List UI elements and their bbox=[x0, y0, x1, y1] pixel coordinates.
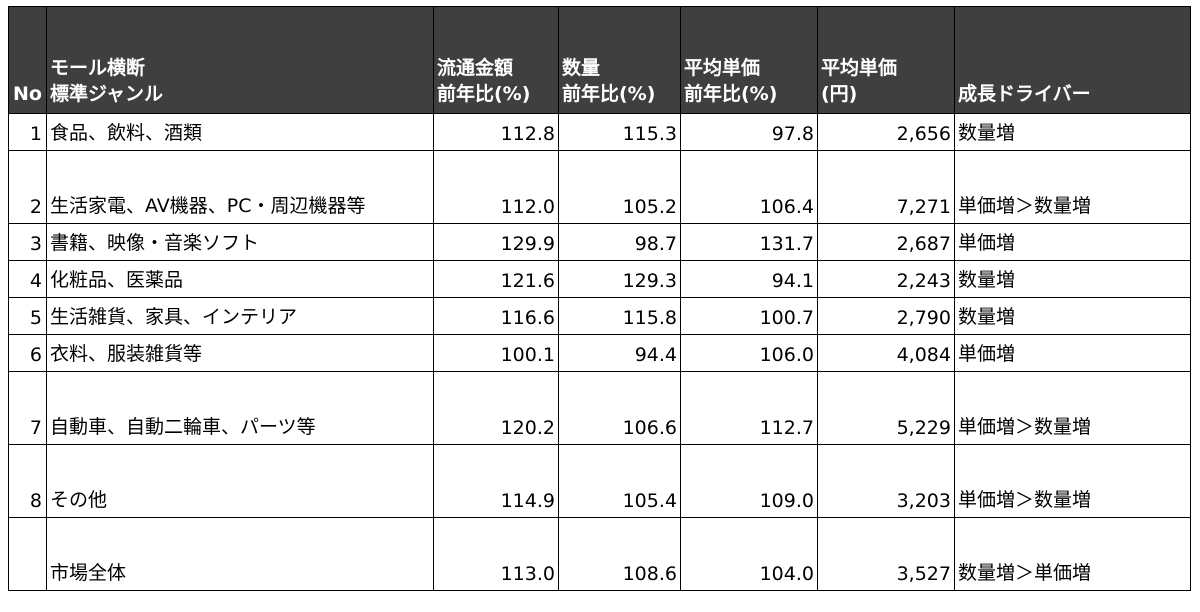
table-row: 2 生活家電、AV機器、PC・周辺機器等 112.0 105.2 106.4 7… bbox=[8, 150, 1191, 224]
row-gmv: 116.6 bbox=[433, 297, 559, 335]
row-gmv: 112.0 bbox=[433, 150, 559, 224]
table-row: 6 衣料、服装雑貨等 100.1 94.4 106.0 4,084 単価増 bbox=[8, 334, 1191, 372]
row-avg-yoy: 94.1 bbox=[680, 260, 818, 298]
row-avg-yoy: 112.7 bbox=[680, 371, 818, 445]
table-row: 5 生活雑貨、家具、インテリア 116.6 115.8 100.7 2,790 … bbox=[8, 297, 1191, 335]
header-genre-line1: モール横断 bbox=[50, 57, 146, 79]
genre-growth-table-container: No モール横断 標準ジャンル 流通金額 前年比(%) 数量 前年比(%) 平均… bbox=[8, 6, 1191, 591]
row-genre: その他 bbox=[46, 444, 434, 518]
row-no: 7 bbox=[8, 371, 47, 445]
row-qty: 129.3 bbox=[558, 260, 681, 298]
row-no: 4 bbox=[8, 260, 47, 298]
row-genre: 生活雑貨、家具、インテリア bbox=[46, 297, 434, 335]
row-no bbox=[8, 517, 47, 591]
row-no: 5 bbox=[8, 297, 47, 335]
row-avg-price: 4,084 bbox=[817, 334, 955, 372]
header-avg-yoy-line2: 前年比(%) bbox=[684, 83, 778, 105]
header-gmv-line2: 前年比(%) bbox=[437, 83, 531, 105]
header-row: No モール横断 標準ジャンル 流通金額 前年比(%) 数量 前年比(%) 平均… bbox=[8, 6, 1191, 114]
row-qty: 106.6 bbox=[558, 371, 681, 445]
header-no: No bbox=[8, 6, 47, 114]
header-avg-yoy: 平均単価 前年比(%) bbox=[680, 6, 818, 114]
row-driver: 単価増＞数量増 bbox=[954, 150, 1191, 224]
row-gmv: 129.9 bbox=[433, 223, 559, 261]
row-genre: 食品、飲料、酒類 bbox=[46, 113, 434, 151]
row-qty: 115.8 bbox=[558, 297, 681, 335]
row-driver: 数量増＞単価増 bbox=[954, 517, 1191, 591]
row-qty: 94.4 bbox=[558, 334, 681, 372]
row-avg-yoy: 131.7 bbox=[680, 223, 818, 261]
header-qty-line1: 数量 bbox=[562, 57, 601, 79]
table-row: 4 化粧品、医薬品 121.6 129.3 94.1 2,243 数量増 bbox=[8, 260, 1191, 298]
row-avg-yoy: 97.8 bbox=[680, 113, 818, 151]
row-avg-yoy: 106.0 bbox=[680, 334, 818, 372]
row-genre: 書籍、映像・音楽ソフト bbox=[46, 223, 434, 261]
row-driver: 数量増 bbox=[954, 260, 1191, 298]
row-no: 1 bbox=[8, 113, 47, 151]
row-qty: 105.2 bbox=[558, 150, 681, 224]
row-no: 6 bbox=[8, 334, 47, 372]
table-row: 8 その他 114.9 105.4 109.0 3,203 単価増＞数量増 bbox=[8, 444, 1191, 518]
header-avg-price: 平均単価 (円) bbox=[817, 6, 955, 114]
row-driver: 単価増 bbox=[954, 223, 1191, 261]
total-row: 市場全体 113.0 108.6 104.0 3,527 数量増＞単価増 bbox=[8, 517, 1191, 591]
row-genre: 自動車、自動二輪車、パーツ等 bbox=[46, 371, 434, 445]
row-avg-yoy: 100.7 bbox=[680, 297, 818, 335]
header-driver: 成長ドライバー bbox=[954, 6, 1191, 114]
header-gmv-line1: 流通金額 bbox=[437, 57, 514, 79]
row-avg-yoy: 109.0 bbox=[680, 444, 818, 518]
row-gmv: 100.1 bbox=[433, 334, 559, 372]
header-genre-line2: 標準ジャンル bbox=[50, 83, 164, 105]
row-qty: 105.4 bbox=[558, 444, 681, 518]
table-row: 7 自動車、自動二輪車、パーツ等 120.2 106.6 112.7 5,229… bbox=[8, 371, 1191, 445]
row-avg-price: 3,527 bbox=[817, 517, 955, 591]
row-qty: 108.6 bbox=[558, 517, 681, 591]
row-genre: 市場全体 bbox=[46, 517, 434, 591]
row-avg-price: 2,790 bbox=[817, 297, 955, 335]
row-genre: 生活家電、AV機器、PC・周辺機器等 bbox=[46, 150, 434, 224]
row-avg-price: 2,687 bbox=[817, 223, 955, 261]
header-driver-line2: 成長ドライバー bbox=[958, 83, 1091, 105]
row-qty: 98.7 bbox=[558, 223, 681, 261]
row-driver: 単価増＞数量増 bbox=[954, 371, 1191, 445]
table-row: 1 食品、飲料、酒類 112.8 115.3 97.8 2,656 数量増 bbox=[8, 113, 1191, 151]
header-qty-line2: 前年比(%) bbox=[562, 83, 656, 105]
row-avg-price: 2,243 bbox=[817, 260, 955, 298]
header-avg-price-line1: 平均単価 bbox=[821, 57, 898, 79]
row-avg-price: 5,229 bbox=[817, 371, 955, 445]
row-driver: 単価増 bbox=[954, 334, 1191, 372]
row-avg-yoy: 104.0 bbox=[680, 517, 818, 591]
row-qty: 115.3 bbox=[558, 113, 681, 151]
header-gmv: 流通金額 前年比(%) bbox=[433, 6, 559, 114]
row-no: 3 bbox=[8, 223, 47, 261]
row-driver: 数量増 bbox=[954, 297, 1191, 335]
row-genre: 化粧品、医薬品 bbox=[46, 260, 434, 298]
row-gmv: 121.6 bbox=[433, 260, 559, 298]
row-avg-price: 7,271 bbox=[817, 150, 955, 224]
header-qty: 数量 前年比(%) bbox=[558, 6, 681, 114]
header-genre: モール横断 標準ジャンル bbox=[46, 6, 434, 114]
genre-growth-table: No モール横断 標準ジャンル 流通金額 前年比(%) 数量 前年比(%) 平均… bbox=[8, 6, 1191, 591]
row-gmv: 120.2 bbox=[433, 371, 559, 445]
row-avg-yoy: 106.4 bbox=[680, 150, 818, 224]
row-genre: 衣料、服装雑貨等 bbox=[46, 334, 434, 372]
header-avg-yoy-line1: 平均単価 bbox=[684, 57, 761, 79]
row-gmv: 113.0 bbox=[433, 517, 559, 591]
row-driver: 数量増 bbox=[954, 113, 1191, 151]
row-avg-price: 3,203 bbox=[817, 444, 955, 518]
row-gmv: 114.9 bbox=[433, 444, 559, 518]
table-row: 3 書籍、映像・音楽ソフト 129.9 98.7 131.7 2,687 単価増 bbox=[8, 223, 1191, 261]
row-no: 2 bbox=[8, 150, 47, 224]
row-driver: 単価増＞数量増 bbox=[954, 444, 1191, 518]
row-avg-price: 2,656 bbox=[817, 113, 955, 151]
row-gmv: 112.8 bbox=[433, 113, 559, 151]
header-avg-price-line2: (円) bbox=[821, 83, 858, 105]
row-no: 8 bbox=[8, 444, 47, 518]
